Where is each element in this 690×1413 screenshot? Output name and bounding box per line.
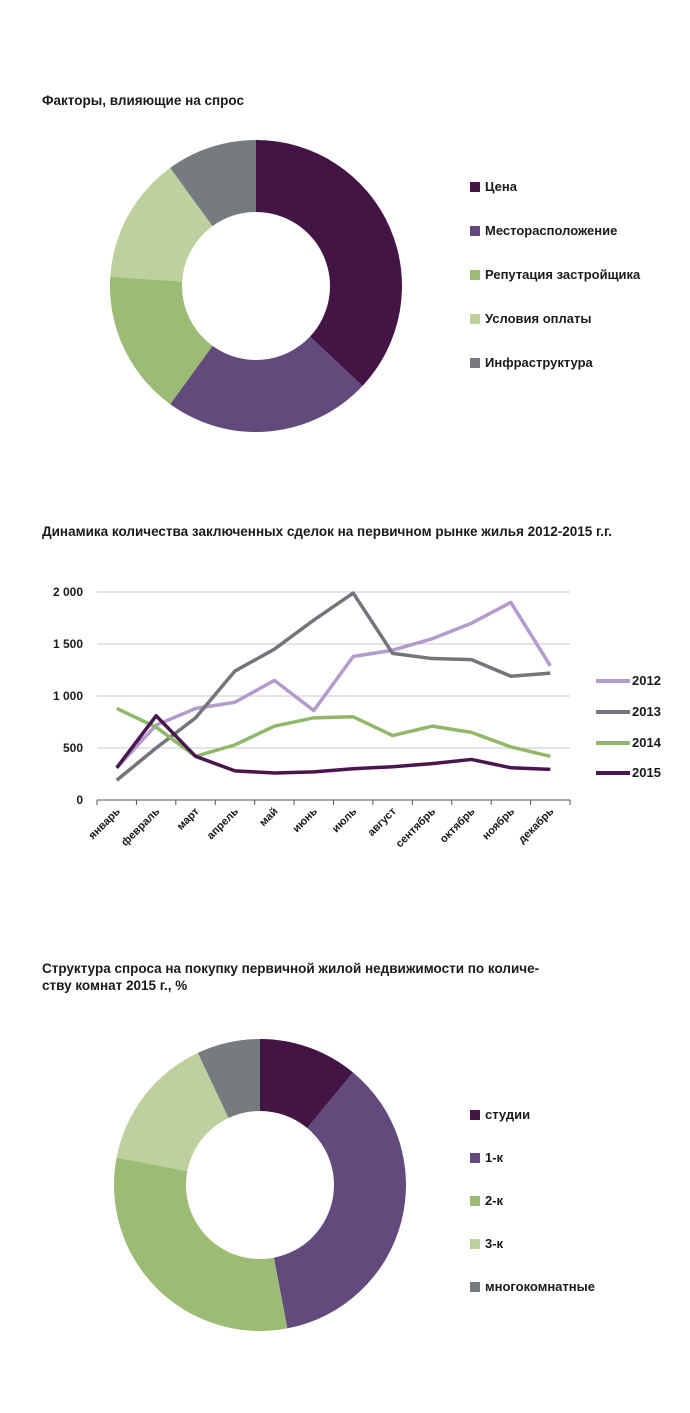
pie-slice xyxy=(260,1039,354,1128)
legend-label: 2014 xyxy=(632,735,661,750)
legend-item-location: Месторасположение xyxy=(470,223,617,238)
legend-label: Репутация застройщика xyxy=(485,267,641,282)
legend-label: многокомнатные xyxy=(485,1279,595,1294)
legend-item-2015: 2015 xyxy=(596,765,661,780)
legend-swatch xyxy=(470,357,480,368)
legend-item-2-room: 2-к xyxy=(470,1193,503,1208)
legend-line-swatch xyxy=(596,770,630,775)
pie-slice xyxy=(110,167,213,282)
legend-label: Цена xyxy=(485,179,517,194)
legend-item-multi-room: многокомнатные xyxy=(470,1279,595,1294)
pie-slice xyxy=(116,1052,229,1172)
legend-swatch xyxy=(470,1238,480,1249)
y-tick-label: 1 000 xyxy=(53,689,83,703)
legend-label: Инфраструктура xyxy=(485,355,593,370)
legend-item-developer-reputation: Репутация застройщика xyxy=(470,267,640,282)
chart3-title: Структура спроса на покупку первичной жи… xyxy=(42,960,662,994)
legend-swatch xyxy=(470,313,480,324)
chart3-title-line-2: ству комнат 2015 г., % xyxy=(42,978,188,993)
legend-label: 2-к xyxy=(485,1193,504,1208)
pie-slice xyxy=(273,1072,406,1329)
legend-item-2013: 2013 xyxy=(596,704,661,719)
pie-slice xyxy=(170,336,363,432)
legend-swatch xyxy=(470,269,480,280)
legend-label: Условия оплаты xyxy=(485,311,592,326)
legend-line-swatch xyxy=(596,709,630,714)
pie-slice xyxy=(110,276,213,405)
chart2-title: Динамика количества заключенных сделок н… xyxy=(42,524,613,539)
series-line-2015 xyxy=(115,714,551,775)
donut-chart-demand-factors xyxy=(110,140,402,432)
legend-item-3-room: 3-к xyxy=(470,1236,503,1251)
legend-item-studio: студии xyxy=(470,1107,530,1122)
legend-swatch xyxy=(470,181,480,192)
legend-swatch xyxy=(470,1109,480,1120)
y-tick-label: 2 000 xyxy=(53,585,83,599)
legend-label: 2015 xyxy=(632,765,661,780)
pie-slice xyxy=(197,1039,260,1119)
legend-swatch xyxy=(470,1281,480,1292)
legend-label: 2012 xyxy=(632,673,661,688)
y-tick-label: 0 xyxy=(76,793,83,807)
series-line-2012 xyxy=(115,600,552,769)
legend-label: 1-к xyxy=(485,1150,504,1165)
legend-item-price: Цена xyxy=(470,179,517,194)
pie-slice xyxy=(256,140,402,386)
y-tick-label: 500 xyxy=(63,741,83,755)
legend-swatch xyxy=(470,1195,480,1206)
legend-label: 2013 xyxy=(632,704,661,719)
chart3-title-line-1: Структура спроса на покупку первичной жи… xyxy=(42,961,540,976)
y-tick-label: 1 500 xyxy=(53,637,83,651)
chart1-title: Факторы, влияющие на спрос xyxy=(42,93,244,108)
legend-label: студии xyxy=(485,1107,531,1122)
legend-line-swatch xyxy=(596,740,630,745)
legend-item-2014: 2014 xyxy=(596,735,661,750)
legend-label: 3-к xyxy=(485,1236,504,1251)
legend-item-payment-terms: Условия оплаты xyxy=(470,311,591,326)
legend-label: Месторасположение xyxy=(485,223,618,238)
legend-item-2012: 2012 xyxy=(596,673,661,688)
legend-item-infrastructure: Инфраструктура xyxy=(470,355,593,370)
series-line-2013 xyxy=(115,591,551,782)
legend-line-swatch xyxy=(596,678,630,683)
pie-slice xyxy=(170,140,256,227)
legend-item-1-room: 1-к xyxy=(470,1150,503,1165)
legend-swatch xyxy=(470,225,480,236)
pie-slice xyxy=(114,1157,288,1331)
legend-swatch xyxy=(470,1152,480,1163)
